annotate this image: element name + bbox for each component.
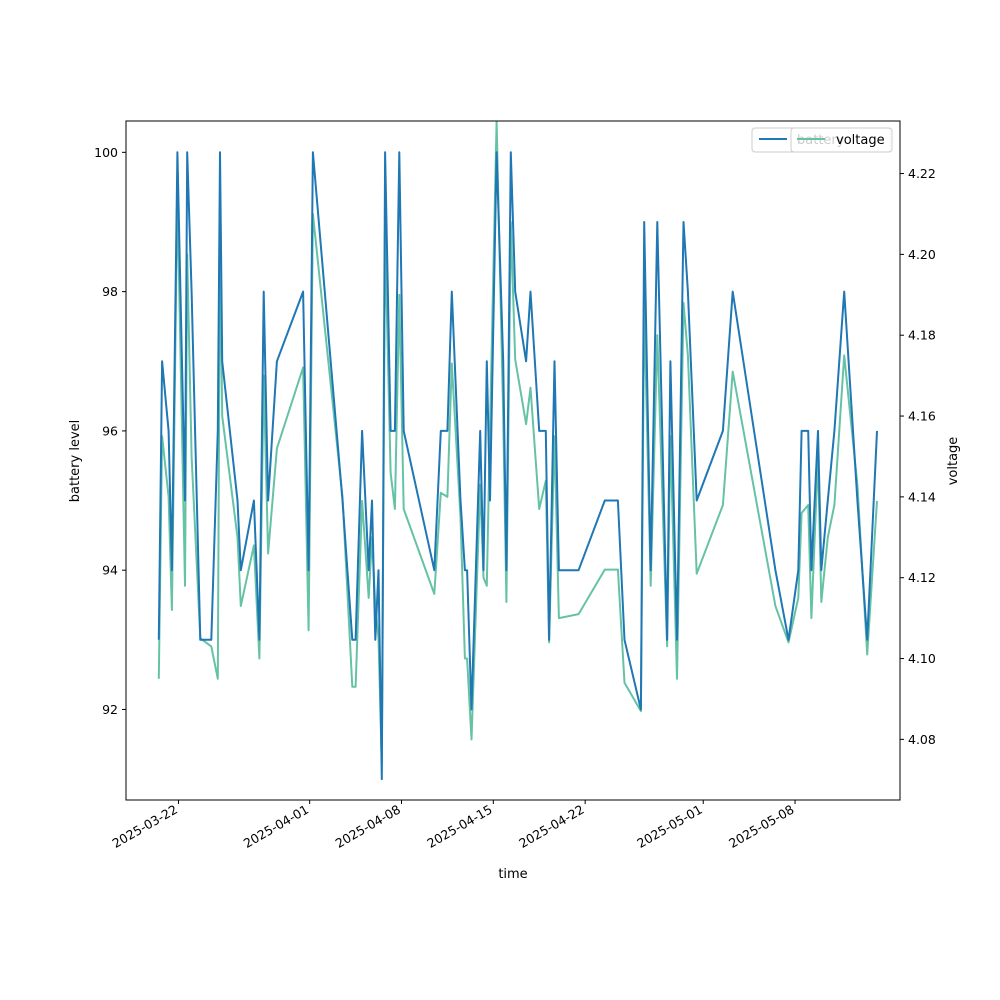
legend-voltage: voltage — [790, 127, 893, 153]
plot-area-frame — [125, 120, 901, 801]
x-axis-label: time — [498, 867, 527, 882]
y-axis-right: 4.08 4.10 4.12 4.14 4.16 4.18 4.20 4.22 — [900, 166, 936, 747]
legend-voltage-frame — [790, 127, 893, 153]
legend-voltage-text: voltage — [836, 133, 885, 148]
y-right-tick-label-1: 4.10 — [908, 651, 936, 666]
y-right-tick-label-5: 4.18 — [908, 328, 936, 343]
series-line-voltage — [157, 121, 878, 765]
y-axis-left: 92 94 96 98 100 — [94, 145, 126, 717]
y-right-tick-label-2: 4.12 — [908, 570, 936, 585]
y-right-tick-label-7: 4.22 — [908, 166, 936, 181]
y-right-tick-label-0: 4.08 — [908, 732, 936, 747]
y-axis-left-label: battery level — [68, 420, 83, 503]
series-layer — [157, 121, 878, 781]
y-right-tick-label-6: 4.20 — [908, 247, 936, 262]
series-line-battery — [157, 151, 878, 781]
y-left-tick-label-1: 94 — [102, 563, 118, 578]
y-left-tick-label-0: 92 — [102, 702, 118, 717]
y-right-tick-label-4: 4.16 — [908, 409, 936, 424]
y-left-tick-label-4: 100 — [94, 145, 118, 160]
y-axis-right-label: voltage — [946, 437, 961, 486]
y-left-tick-label-2: 96 — [102, 423, 118, 438]
y-right-tick-label-3: 4.14 — [908, 489, 936, 504]
y-left-tick-label-3: 98 — [102, 284, 118, 299]
